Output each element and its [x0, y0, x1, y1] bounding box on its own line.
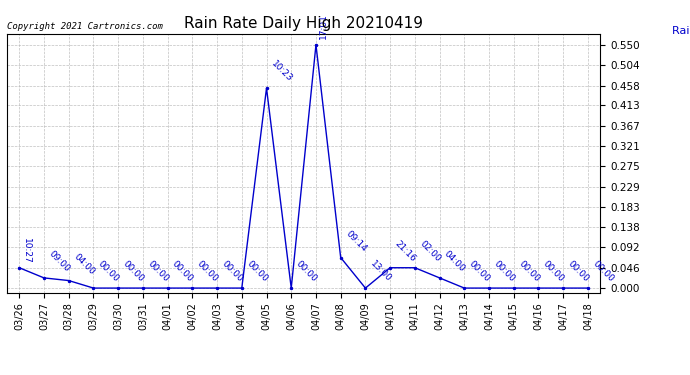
Text: 00:00: 00:00	[467, 259, 492, 284]
Text: 00:00: 00:00	[220, 259, 244, 284]
Text: 00:00: 00:00	[492, 259, 517, 284]
Text: 00:00: 00:00	[195, 259, 220, 284]
Text: 00:00: 00:00	[591, 259, 615, 284]
Text: 10:23: 10:23	[269, 59, 294, 84]
Text: 09:14: 09:14	[344, 229, 368, 254]
Text: 00:00: 00:00	[244, 259, 269, 284]
Text: 00:00: 00:00	[566, 259, 591, 284]
Text: 00:00: 00:00	[146, 259, 170, 284]
Text: 00:00: 00:00	[121, 259, 146, 284]
Text: 09:00: 09:00	[47, 249, 72, 274]
Text: 13:00: 13:00	[368, 259, 393, 284]
Text: 04:00: 04:00	[442, 249, 467, 274]
Text: 17:01: 17:01	[319, 13, 328, 39]
Text: 10:27: 10:27	[22, 238, 31, 264]
Text: 00:00: 00:00	[96, 259, 121, 284]
Text: 00:00: 00:00	[541, 259, 566, 284]
Y-axis label: Rain Rate  (Inches/Hour): Rain Rate (Inches/Hour)	[671, 26, 690, 36]
Text: 00:00: 00:00	[517, 259, 541, 284]
Text: 02:00: 02:00	[417, 239, 442, 264]
Text: 21:16: 21:16	[393, 239, 417, 264]
Text: 04:00: 04:00	[72, 252, 96, 276]
Text: Copyright 2021 Cartronics.com: Copyright 2021 Cartronics.com	[7, 22, 163, 31]
Title: Rain Rate Daily High 20210419: Rain Rate Daily High 20210419	[184, 16, 423, 31]
Text: 00:00: 00:00	[170, 259, 195, 284]
Text: 00:00: 00:00	[294, 259, 319, 284]
